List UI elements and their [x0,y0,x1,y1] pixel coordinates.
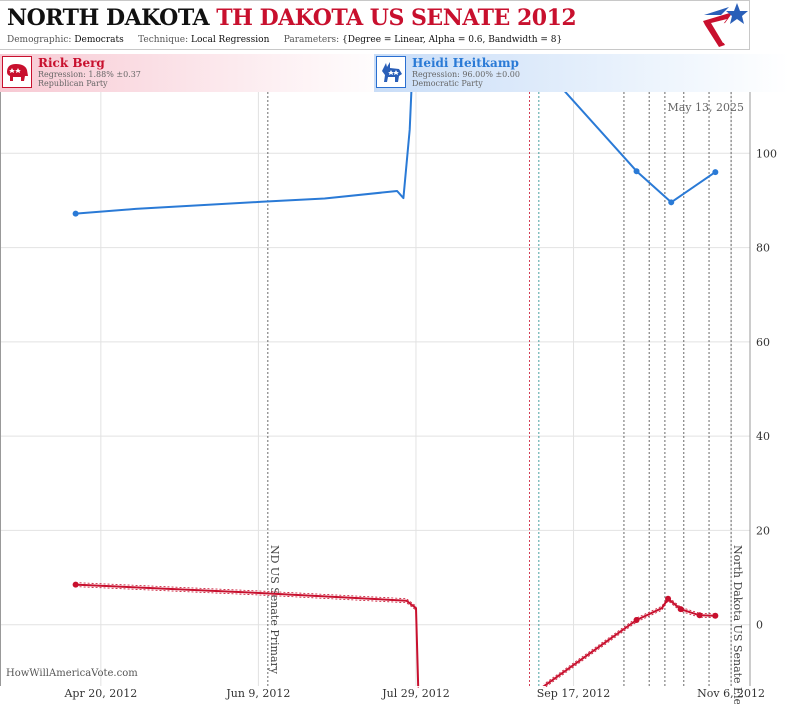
data-point [677,606,684,613]
data-point [72,210,79,217]
data-point [72,581,79,588]
dem-regression: Regression: 96.00% ±0.00 [412,70,520,79]
watermark: HowWillAmericaVote.com [6,668,138,679]
data-point [668,199,675,206]
candidate-panel-rep: Rick Berg Regression: 1.88% ±0.37 Republ… [0,54,394,92]
chart-plot: ND US Senate Primary North Dakota US Sena… [0,92,777,704]
data-point [665,595,672,602]
marker-layer [529,92,710,686]
parameters-label: Parameters: [283,35,340,45]
parameters-value: {Degree = Linear, Alpha = 0.6, Bandwidth… [342,35,563,45]
y-tick-label: 40 [756,430,770,443]
star-logo-icon [703,3,748,47]
series-line [75,583,716,686]
x-tick-label: Sep 17, 2012 [537,687,611,700]
date-stamp: May 13, 2025 [667,101,744,114]
y-tick-label: 20 [756,524,770,537]
event-layer: ND US Senate Primary North Dakota US Sena… [267,92,744,704]
title-race: TH DAKOTA US SENATE 2012 [216,5,577,31]
series-line [75,92,716,215]
event-label: North Dakota US Senate Election [731,545,744,704]
x-tick-label: Apr 20, 2012 [63,687,137,700]
event-label: ND US Senate Primary [268,545,281,675]
x-tick-label: Jun 9, 2012 [225,687,290,700]
data-point [712,612,719,619]
data-point [712,169,719,176]
technique-value: Local Regression [191,35,270,45]
y-tick-label: 100 [756,147,777,160]
series-layer [72,92,719,688]
y-tick-label: 0 [756,619,763,632]
chart-header: NORTH DAKOTA TH DAKOTA US SENATE 2012 De… [0,0,750,50]
y-tick-label: 80 [756,242,770,255]
x-tick-label: Jul 29, 2012 [381,687,450,700]
rep-party: Republican Party [38,79,108,88]
x-tick-label: Nov 6, 2012 [697,687,765,700]
donkey-icon [376,56,406,88]
data-point [696,612,703,619]
grid-layer [0,92,750,686]
rep-candidate-name: Rick Berg [38,56,105,70]
chart-title: NORTH DAKOTA TH DAKOTA US SENATE 2012 [7,5,577,31]
dem-candidate-name: Heidi Heitkamp [412,56,519,70]
candidate-panel-dem: Heidi Heitkamp Regression: 96.00% ±0.00 … [374,54,789,92]
dem-party: Democratic Party [412,79,483,88]
axis-layer: 0 20 40 60 80 100 Apr 20, 2012 Jun 9, 2012 Jul 2… [0,92,777,700]
rep-regression: Regression: 1.88% ±0.37 [38,70,141,79]
title-state: NORTH DAKOTA [7,5,210,31]
data-point [633,617,640,623]
demographic-label: Demographic: [7,35,72,45]
elephant-icon [2,56,32,88]
technique-label: Technique: [138,35,189,45]
chart-subtitle: Demographic: Democrats Technique: Local … [7,35,562,45]
y-tick-label: 60 [756,336,770,349]
data-point [633,168,640,175]
demographic-value: Democrats [74,35,124,45]
